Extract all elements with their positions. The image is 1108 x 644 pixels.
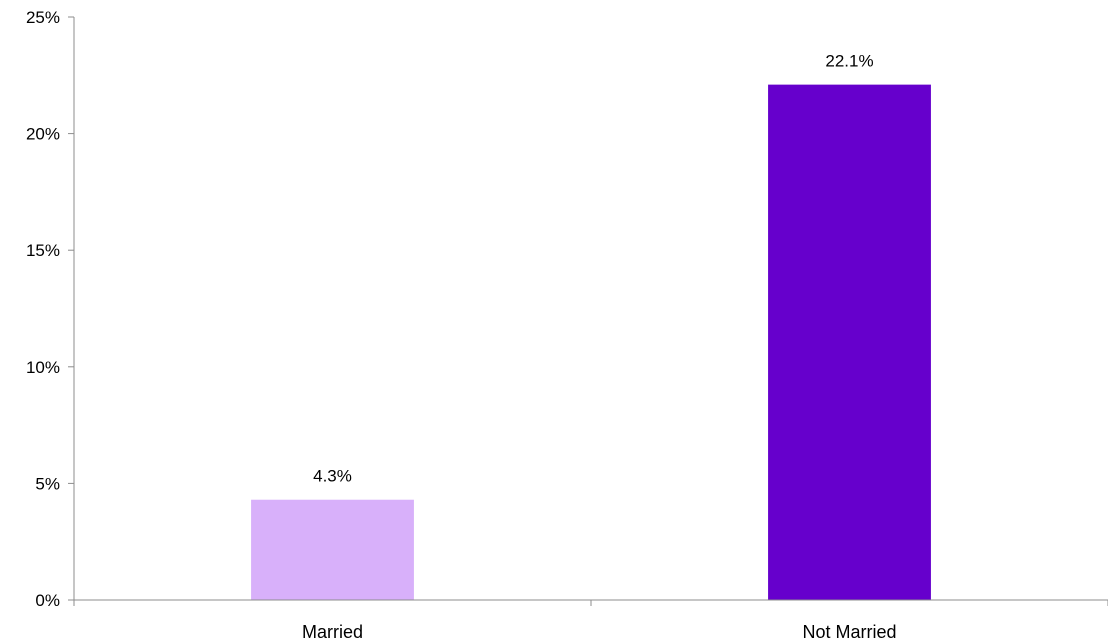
y-tick-label: 15% bbox=[26, 241, 60, 260]
data-label: 4.3% bbox=[313, 467, 352, 486]
bars bbox=[251, 84, 931, 601]
y-axis-ticks: 0% 5% 10% 15% 20% 25% bbox=[26, 8, 74, 610]
x-axis-ticks: Married Not Married bbox=[73, 600, 1108, 642]
bar-not-married bbox=[768, 84, 931, 601]
y-tick-label: 25% bbox=[26, 8, 60, 27]
y-tick-label: 0% bbox=[35, 591, 60, 610]
bar-married bbox=[251, 499, 414, 600]
y-tick-label: 20% bbox=[26, 125, 60, 144]
data-label: 22.1% bbox=[825, 52, 873, 71]
data-labels: 4.3% 22.1% bbox=[313, 52, 873, 486]
y-tick-label: 10% bbox=[26, 358, 60, 377]
y-tick-label: 5% bbox=[35, 474, 60, 493]
x-category-label: Married bbox=[302, 622, 363, 642]
x-category-label: Not Married bbox=[802, 622, 896, 642]
